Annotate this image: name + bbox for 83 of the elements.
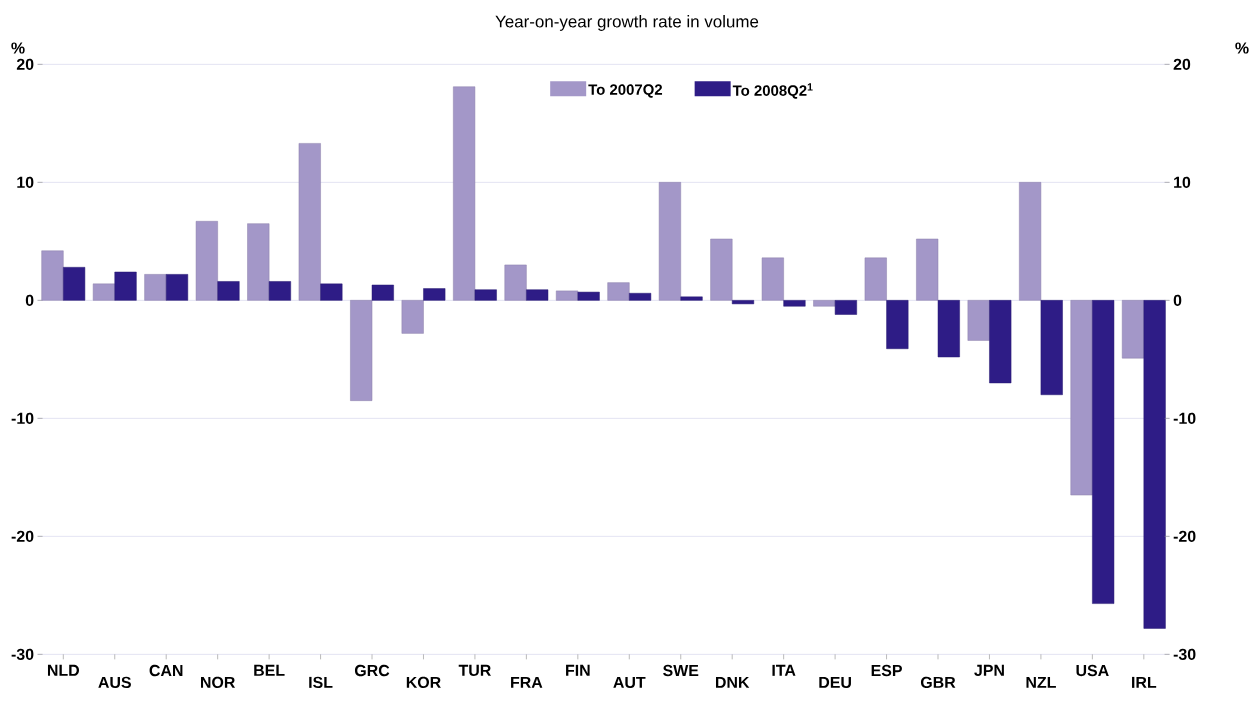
- x-tick-label: KOR: [406, 676, 441, 689]
- bar: [607, 282, 630, 301]
- y-tick-label: 20: [16, 58, 34, 70]
- bar: [423, 288, 446, 301]
- bar: [92, 283, 115, 301]
- x-tick-label: DNK: [715, 676, 750, 688]
- y2-tick-label: -20: [1173, 530, 1196, 542]
- legend-label: To 2008Q2$^{1}$: [732, 83, 813, 99]
- bar: [1121, 300, 1145, 359]
- x-tick-label: BEL: [254, 664, 285, 676]
- bar: [247, 223, 270, 301]
- x-tick-label: FRA: [511, 676, 543, 688]
- bar: [731, 300, 755, 305]
- bar: [761, 257, 784, 301]
- x-tick-label: FIN: [566, 664, 590, 676]
- bar: [453, 86, 476, 301]
- bar: [526, 289, 549, 301]
- bar: [1070, 300, 1093, 496]
- bar: [680, 296, 703, 301]
- bar: [886, 300, 909, 349]
- y-tick-label: 10: [17, 176, 34, 188]
- bar: [864, 257, 887, 301]
- bar: [967, 300, 990, 341]
- x-tick-label: IRL: [1132, 676, 1157, 688]
- y-tick-label: 0: [25, 294, 34, 306]
- x-tick-label: NLD: [47, 664, 80, 676]
- bar: [834, 300, 857, 315]
- bar: [320, 283, 343, 301]
- bar: [989, 300, 1012, 384]
- bar: [41, 250, 64, 301]
- x-tick-label: GRC: [354, 664, 390, 677]
- bar: [165, 274, 189, 301]
- y-tick-label: -10: [11, 412, 34, 424]
- y-tick-label: -30: [11, 648, 34, 660]
- y2-axis-title: %: [1235, 42, 1249, 54]
- bar: [1040, 300, 1063, 395]
- bar: [371, 284, 394, 301]
- bar: [1019, 182, 1042, 301]
- bar: [268, 281, 291, 301]
- y-axis-title: %: [11, 42, 25, 54]
- x-tick-label: USA: [1076, 664, 1109, 677]
- bar: [710, 238, 733, 301]
- y-tick-label: -20: [11, 530, 34, 542]
- bar: [937, 300, 960, 358]
- bar: [298, 143, 321, 301]
- bar: [1092, 300, 1115, 604]
- bar: [577, 291, 600, 301]
- bar: [783, 300, 806, 307]
- x-tick-label: JPN: [974, 664, 1004, 676]
- x-tick-label: CAN: [149, 664, 183, 677]
- bar: [629, 293, 652, 301]
- bar: [217, 281, 240, 301]
- bar: [144, 274, 167, 301]
- x-tick-label: GBR: [920, 676, 956, 689]
- x-tick-label: TUR: [458, 664, 491, 676]
- y2-tick-label: 20: [1173, 58, 1191, 70]
- bar: [658, 182, 681, 301]
- legend-label: To 2007Q2: [588, 84, 663, 98]
- bar: [63, 267, 86, 301]
- y2-tick-label: 0: [1173, 294, 1182, 306]
- x-tick-label: DEU: [819, 676, 851, 689]
- x-tick-label: AUT: [613, 676, 646, 689]
- x-tick-label: NZL: [1026, 676, 1056, 688]
- chart-title: Year-on-year growth rate in volume: [495, 15, 759, 31]
- bar: [916, 238, 939, 301]
- bar: [350, 300, 373, 401]
- x-tick-label: NOR: [201, 676, 236, 689]
- y2-tick-label: 10: [1174, 176, 1191, 188]
- x-tick-label: AUS: [98, 676, 131, 689]
- bar: [504, 264, 527, 301]
- bar: [1143, 300, 1166, 629]
- x-tick-label: ISL: [309, 676, 333, 689]
- y2-tick-label: -10: [1173, 412, 1196, 424]
- bar: [474, 289, 497, 301]
- bar: [401, 300, 424, 334]
- x-tick-label: SWE: [663, 664, 699, 677]
- bar: [813, 300, 836, 307]
- bar: [555, 290, 579, 301]
- y2-tick-label: -30: [1173, 648, 1196, 660]
- x-tick-label: ITA: [772, 664, 796, 676]
- x-tick-label: ESP: [871, 664, 902, 677]
- bar: [195, 221, 218, 301]
- bar: [114, 271, 137, 301]
